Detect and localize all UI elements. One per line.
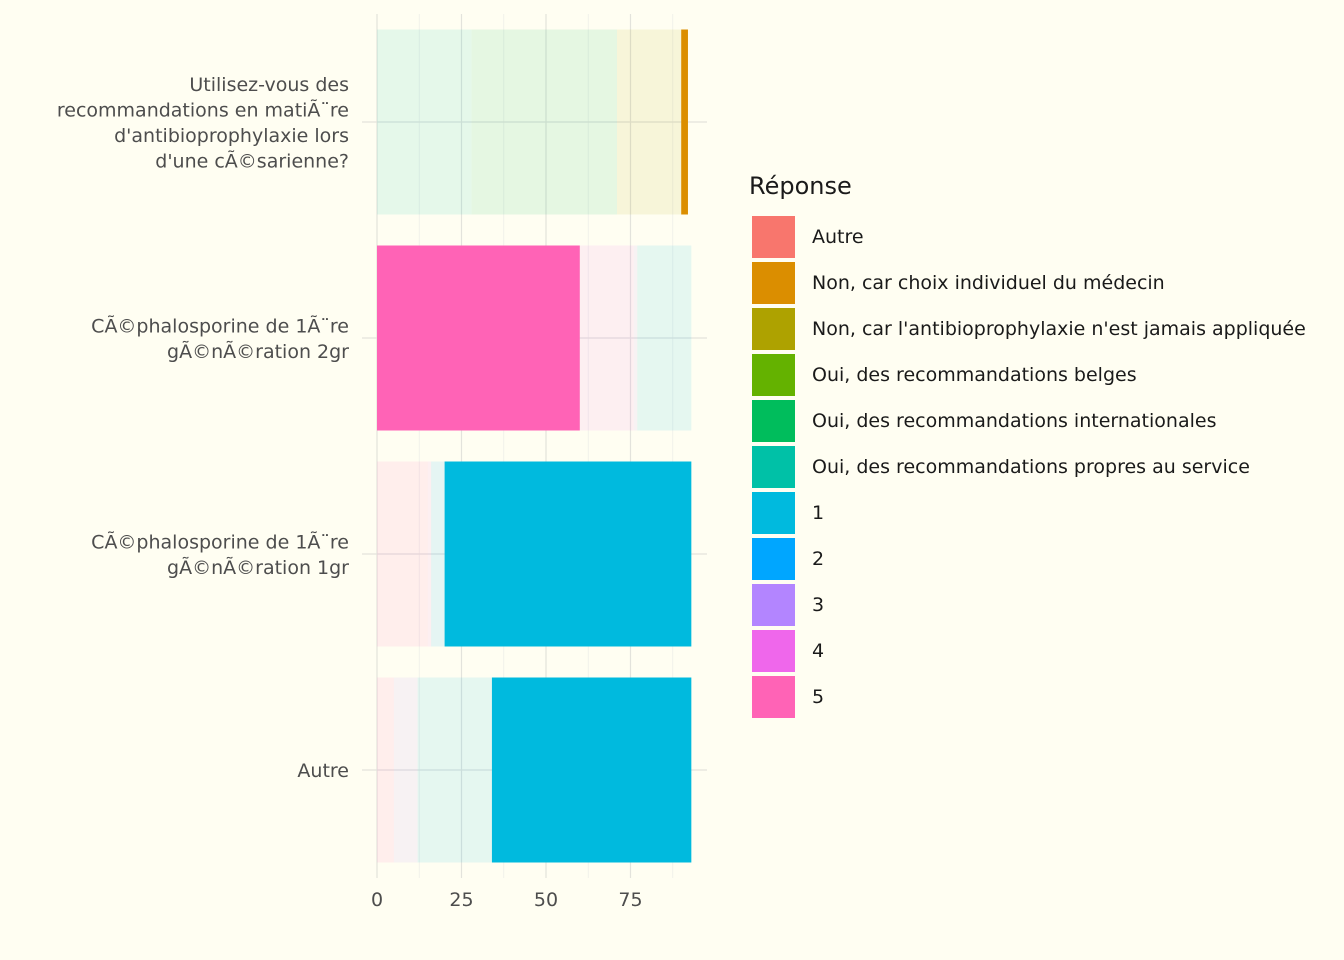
bar-segment: [377, 245, 580, 431]
legend-swatch: [752, 492, 795, 534]
legend-swatch: [752, 308, 795, 350]
y-tick-label: CÃ©phalosporine de 1Ã¨re: [91, 530, 349, 553]
legend-swatch: [752, 630, 795, 672]
bar-segment: [579, 245, 634, 431]
legend-label: Autre: [812, 226, 864, 248]
legend-label: 4: [812, 640, 824, 662]
x-tick-label: 50: [534, 889, 558, 911]
grid-lines: [362, 14, 707, 878]
bar-segment: [471, 29, 617, 215]
y-tick-label: recommandations en matiÃ¨re: [57, 98, 349, 121]
x-axis-labels: 0 25 50 75: [371, 889, 643, 911]
legend-label: Oui, des recommandations internationales: [812, 410, 1216, 432]
legend-swatch: [752, 400, 795, 442]
bar-segment: [637, 245, 692, 431]
legend-label: Non, car choix individuel du médecin: [812, 272, 1165, 294]
legend-swatch: [752, 354, 795, 396]
bar-segment: [377, 29, 472, 215]
bar-segment: [393, 677, 418, 863]
bar-segment: [633, 245, 638, 431]
legend-label: 2: [812, 548, 824, 570]
y-tick-label: Autre: [297, 760, 349, 782]
bar-segment: [377, 461, 428, 647]
legend-label: 1: [812, 502, 824, 524]
bar-segment: [417, 677, 492, 863]
x-tick-label: 0: [371, 889, 383, 911]
legend-swatch: [752, 538, 795, 580]
y-tick-label: gÃ©nÃ©ration 1gr: [167, 556, 349, 579]
y-tick-label: gÃ©nÃ©ration 2gr: [167, 340, 349, 363]
legend-swatch: [752, 584, 795, 626]
legend-label: Oui, des recommandations belges: [812, 364, 1137, 386]
bar-segment: [431, 461, 445, 647]
legend-label: Oui, des recommandations propres au serv…: [812, 456, 1250, 478]
legend-swatch: [752, 262, 795, 304]
legend-label: 3: [812, 594, 824, 616]
bar-segment: [377, 677, 394, 863]
x-tick-label: 75: [618, 889, 642, 911]
y-tick-label: CÃ©phalosporine de 1Ã¨re: [91, 314, 349, 337]
bar-segment: [491, 677, 692, 863]
bar-segment: [427, 461, 432, 647]
legend-swatch: [752, 676, 795, 718]
legend-swatch: [752, 446, 795, 488]
bar-segment: [616, 29, 682, 215]
bar-segment: [444, 461, 692, 647]
x-tick-label: 25: [449, 889, 473, 911]
legend-title: Réponse: [749, 172, 852, 200]
legend-label: Non, car l'antibioprophylaxie n'est jama…: [812, 318, 1306, 340]
legend-swatch: [752, 216, 795, 258]
y-tick-label: d'antibioprophylaxie lors: [114, 125, 349, 147]
legend-label: 5: [812, 686, 824, 708]
bar-segment: [681, 29, 688, 215]
bars: [377, 29, 692, 863]
y-tick-label: d'une cÃ©sarienne?: [155, 149, 349, 172]
y-tick-label: Utilisez-vous des: [189, 74, 349, 96]
legend: Réponse Autre Non, car choix individuel d…: [749, 172, 1306, 718]
